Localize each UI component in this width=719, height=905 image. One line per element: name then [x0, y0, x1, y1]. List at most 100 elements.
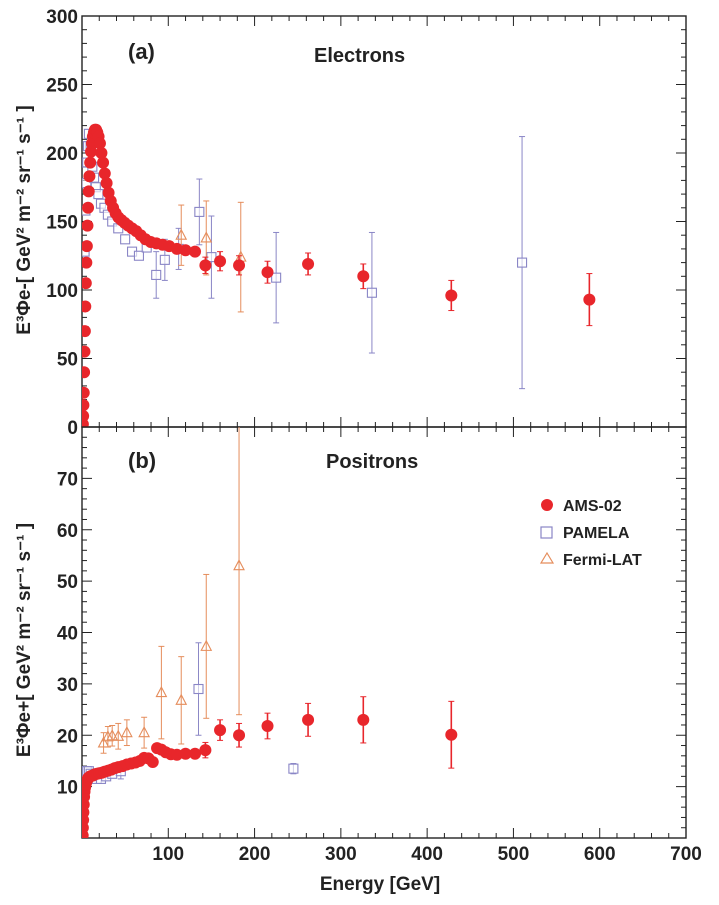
- y-tick-label: 200: [46, 144, 78, 165]
- y-tick-label: 300: [46, 7, 78, 28]
- data-point: [199, 259, 212, 272]
- data-point: [98, 167, 111, 180]
- data-point: [82, 410, 90, 423]
- data-point: [138, 726, 151, 738]
- data-point: [106, 729, 119, 741]
- data-point: [200, 231, 213, 243]
- legend-entry-pamela: PAMELA: [540, 525, 630, 542]
- data-point: [193, 683, 204, 695]
- data-point: [261, 720, 274, 733]
- data-layer: [82, 123, 596, 427]
- data-point: [82, 240, 93, 253]
- series-ams-02: [82, 696, 458, 838]
- series-fermi-lat: [97, 427, 245, 754]
- y-tick-label: 50: [57, 572, 78, 593]
- legend-marker-ams02: [541, 499, 553, 511]
- plot-frame: [81, 426, 687, 839]
- data-point: [100, 177, 113, 190]
- data-point: [83, 170, 96, 183]
- y-tick-label: 70: [57, 469, 78, 490]
- x-axis-title: Energy [GeV]: [320, 874, 440, 895]
- data-point: [357, 270, 370, 283]
- data-point: [366, 287, 377, 298]
- data-point: [97, 156, 110, 169]
- legend-entry-fermi: Fermi-LAT: [539, 551, 642, 569]
- data-point: [179, 244, 192, 257]
- data-point: [93, 137, 106, 150]
- y-axis-title-positrons: E³Φe+[ GeV² m⁻² sr⁻¹ s⁻¹ ]: [14, 523, 35, 757]
- data-layer: [82, 427, 458, 838]
- data-point: [97, 736, 110, 748]
- y-tick-label: 30: [57, 675, 78, 696]
- series-fermi-lat: [175, 200, 247, 313]
- data-point: [82, 325, 91, 338]
- data-point: [261, 266, 274, 279]
- data-point: [445, 289, 458, 302]
- y-axis-title-electrons: E³Φe-[ GeV² m⁻² sr⁻¹ s⁻¹ ]: [14, 105, 35, 334]
- data-point: [159, 254, 170, 265]
- panel-label-a: (a): [128, 39, 155, 64]
- legend-label-pamela: PAMELA: [563, 525, 630, 542]
- data-point: [82, 345, 91, 358]
- data-point: [82, 256, 93, 269]
- data-point: [189, 245, 202, 258]
- y-tick-label: 150: [46, 213, 78, 234]
- y-tick-label: 250: [46, 76, 78, 97]
- data-point: [189, 747, 202, 760]
- legend: AMS-02 PAMELA Fermi-LAT: [539, 498, 642, 569]
- y-tick-label: 0: [67, 418, 78, 439]
- data-point: [302, 713, 315, 726]
- x-tick-label: 400: [411, 844, 443, 865]
- data-point: [82, 277, 92, 290]
- y-tick-label: 20: [57, 726, 78, 747]
- data-point: [233, 259, 246, 272]
- y-tick-label: 100: [46, 281, 78, 302]
- x-tick-label: 300: [325, 844, 357, 865]
- data-point: [200, 639, 213, 651]
- electrons-panel: (a) Electrons 0 50 100 150 200 250 300: [46, 7, 687, 439]
- data-point: [155, 685, 168, 698]
- x-tick-label: 200: [239, 844, 271, 865]
- data-point: [302, 257, 315, 270]
- series-ams-02: [82, 123, 596, 427]
- x-tick-label: 700: [670, 844, 702, 865]
- data-point: [357, 713, 370, 726]
- y-tick-label: 60: [57, 521, 78, 542]
- x-tick-label: 100: [152, 844, 184, 865]
- data-point: [214, 255, 227, 268]
- x-tick-label: 500: [498, 844, 530, 865]
- panel-label-b: (b): [128, 448, 156, 473]
- legend-marker-pamela: [540, 526, 553, 539]
- data-point: [199, 744, 212, 757]
- data-point: [82, 300, 92, 313]
- positrons-panel: (b) Positrons 10 20 30 40 50 60 70: [57, 426, 687, 839]
- data-point: [95, 147, 108, 159]
- plot-frame: [81, 15, 687, 428]
- series-pamela: [82, 128, 528, 390]
- data-point: [175, 693, 188, 705]
- data-point: [288, 763, 299, 774]
- data-point: [82, 399, 90, 412]
- legend-label-fermi: Fermi-LAT: [563, 552, 642, 569]
- y-tick-label: 40: [57, 624, 78, 645]
- data-point: [271, 272, 282, 283]
- data-point: [82, 185, 95, 198]
- y-tick-label: 10: [57, 778, 78, 799]
- panel-title-electrons: Electrons: [314, 45, 405, 67]
- data-point: [151, 269, 162, 280]
- data-point: [82, 366, 91, 379]
- data-point: [82, 201, 95, 214]
- legend-marker-fermi: [539, 551, 555, 564]
- data-point: [120, 234, 131, 245]
- data-point: [194, 206, 205, 217]
- data-point: [146, 755, 159, 768]
- data-point: [233, 559, 245, 571]
- legend-label-ams02: AMS-02: [563, 498, 622, 515]
- data-point: [179, 747, 192, 760]
- panel-title-positrons: Positrons: [326, 451, 418, 473]
- data-point: [112, 729, 125, 741]
- data-point: [214, 724, 227, 737]
- data-point: [93, 189, 104, 200]
- data-point: [233, 729, 246, 742]
